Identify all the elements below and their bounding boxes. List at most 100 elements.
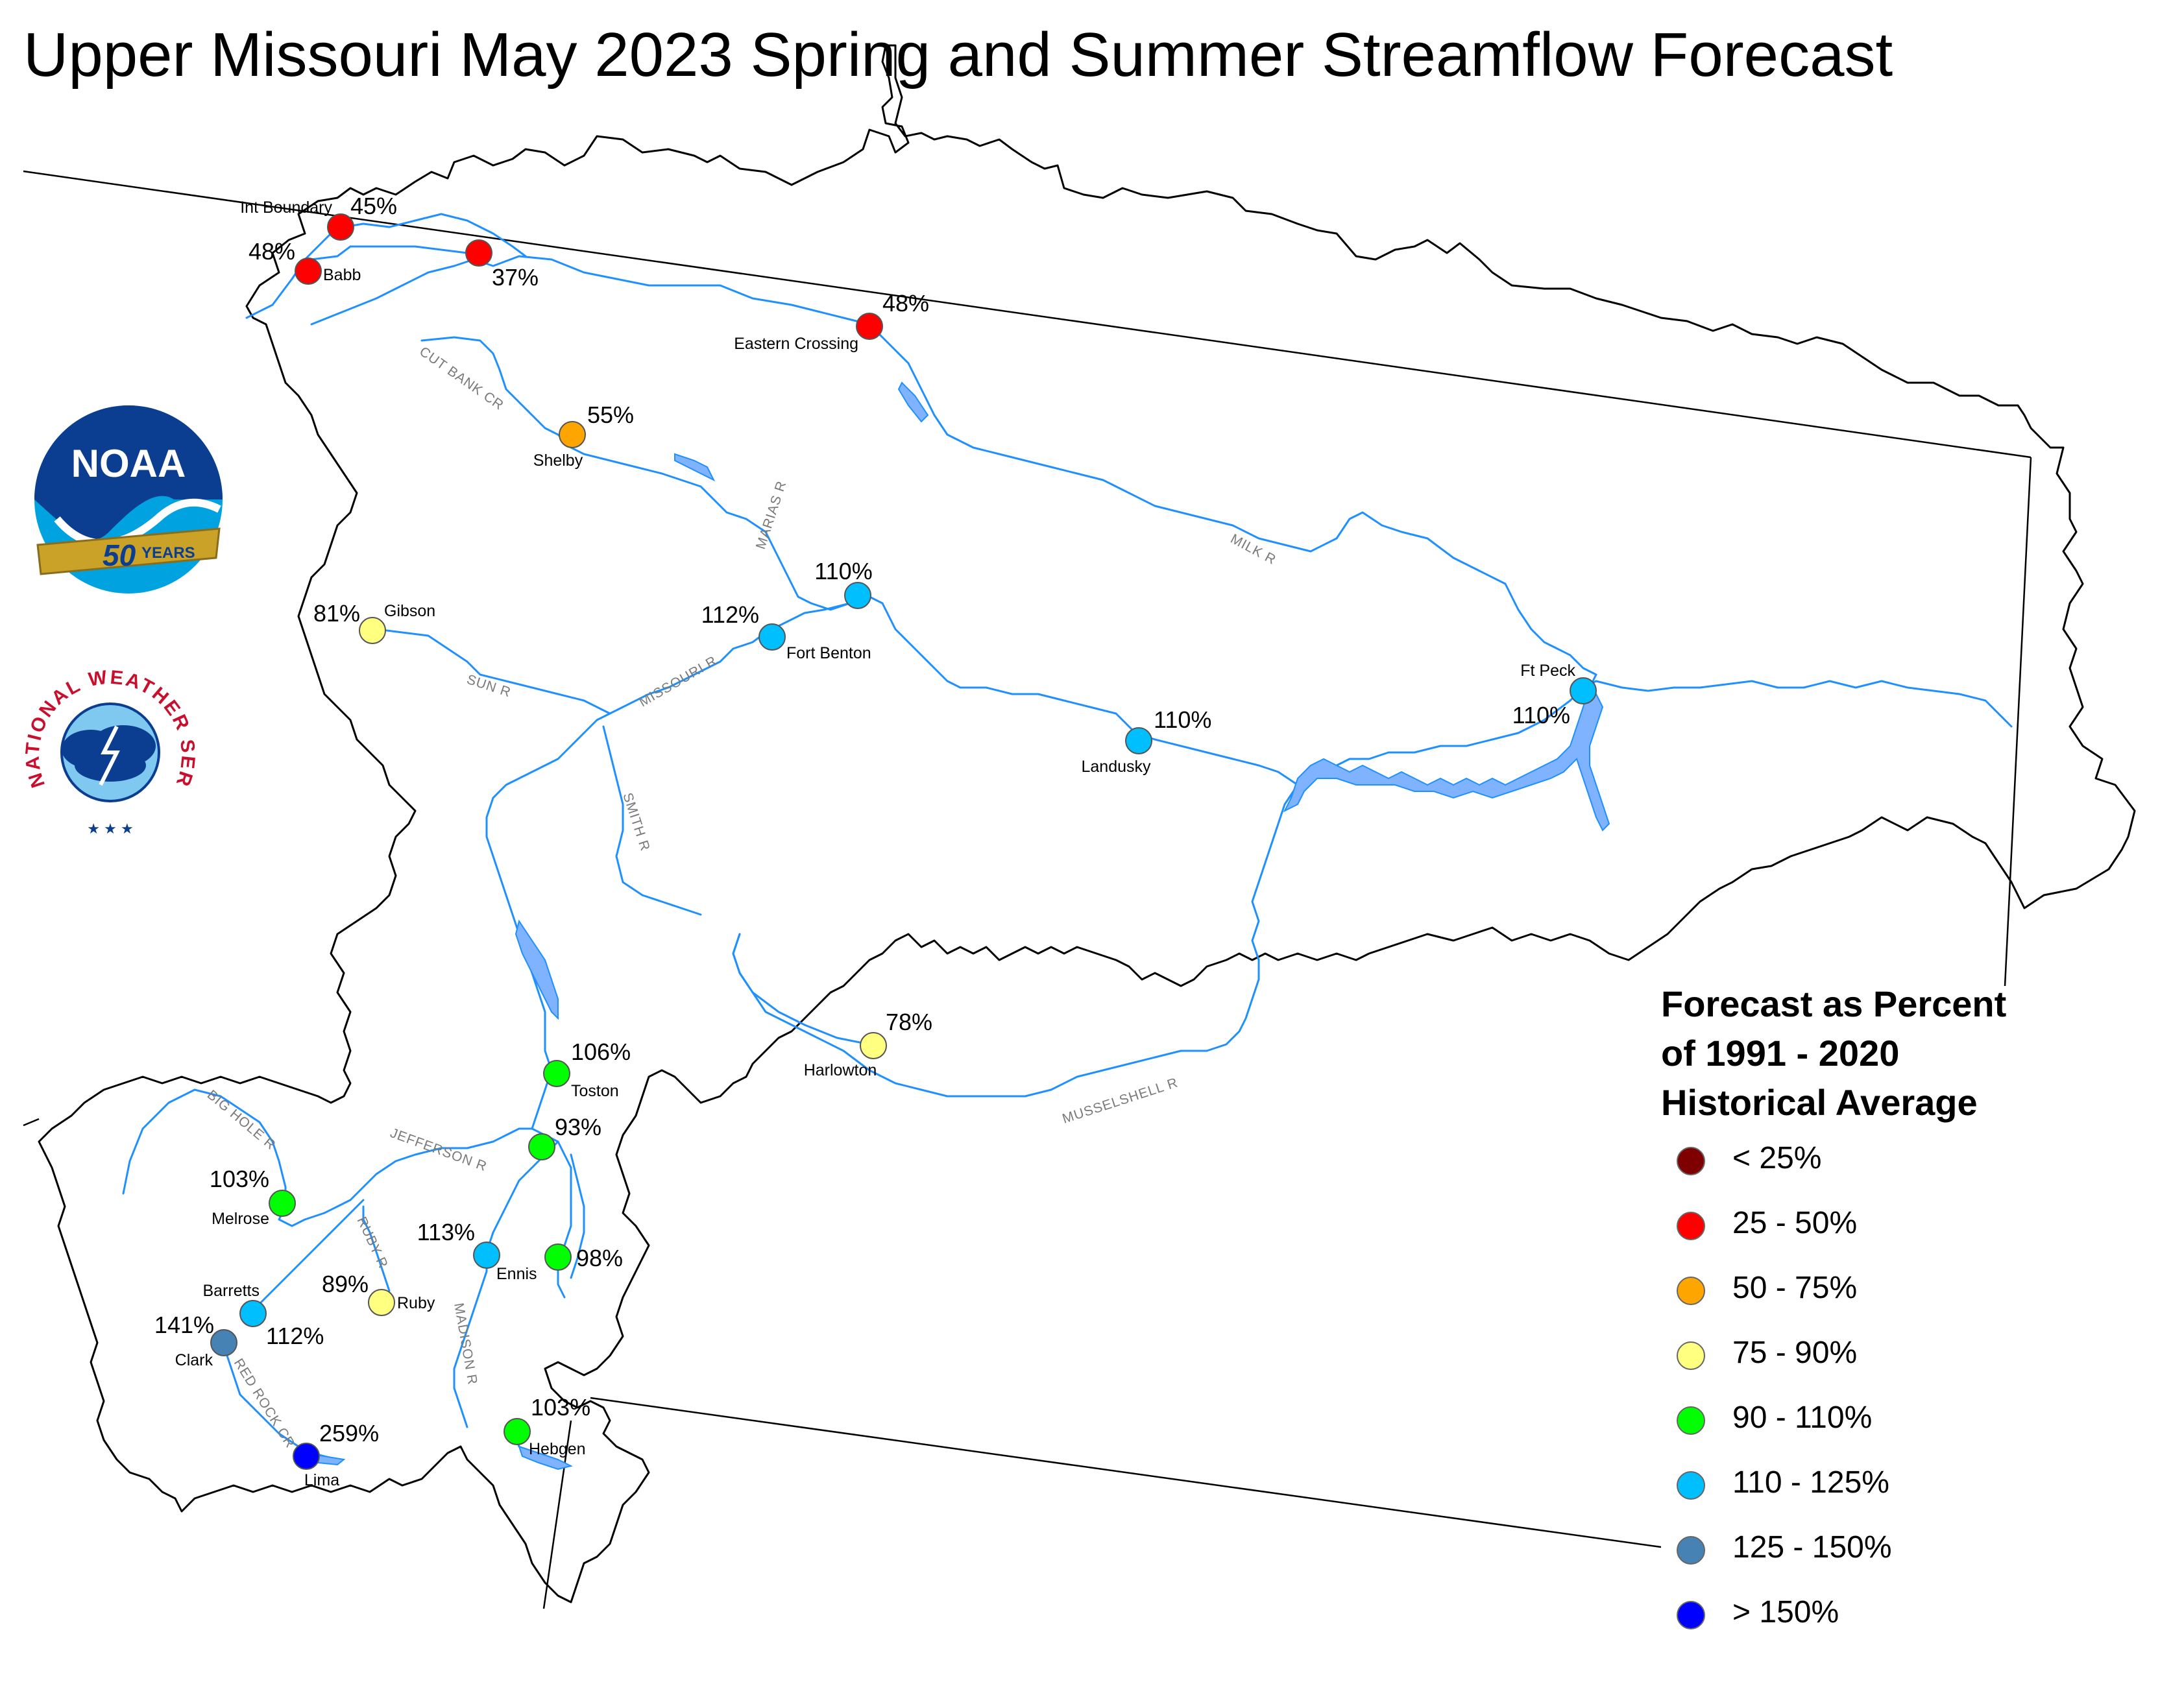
site-percent-label: 103% (531, 1394, 590, 1421)
site-dot (504, 1418, 531, 1445)
site-marker: Barretts 112% (202, 1282, 324, 1349)
site-dot (1125, 727, 1152, 754)
site-dot (239, 1300, 267, 1327)
legend-swatch (1677, 1536, 1705, 1565)
idaho-line (542, 1420, 572, 1609)
river-ruby (362, 1205, 391, 1292)
legend: Forecast as Percent of 1991 - 2020 Histo… (1661, 979, 2167, 1646)
site-marker: Toston 106% (543, 1039, 631, 1100)
site-marker: 98% (544, 1243, 623, 1271)
site-percent-label: 78% (886, 1009, 932, 1035)
site-dot (359, 617, 386, 644)
site-percent-label: 81% (313, 600, 360, 627)
river-missouri-main (732, 589, 1299, 1098)
legend-swatch (1677, 1341, 1705, 1370)
river-big-hole (122, 1088, 352, 1227)
site-name-label: Lima (304, 1471, 339, 1489)
river-label-marias: MARIAS R (753, 479, 790, 551)
site-name-label: Harlowton (804, 1061, 877, 1079)
legend-swatch (1677, 1277, 1705, 1305)
rivers (122, 213, 2013, 1467)
river-beaverhead (258, 1199, 365, 1305)
legend-title: Forecast as Percent of 1991 - 2020 Histo… (1661, 979, 2167, 1127)
site-name-label: Eastern Crossing (734, 335, 858, 353)
site-dot (1570, 677, 1597, 704)
site-dot (210, 1329, 237, 1356)
legend-swatch (1677, 1212, 1705, 1240)
map-title: Upper Missouri May 2023 Spring and Summe… (23, 20, 1893, 90)
river-cut-bank (420, 336, 858, 611)
site-percent-label: 55% (587, 402, 634, 428)
site-marker: Babb 48% (249, 238, 361, 285)
legend-item: 25 - 50% (1661, 1192, 2167, 1257)
site-marker: Gibson 81% (313, 600, 435, 644)
legend-label: 50 - 75% (1732, 1271, 1858, 1305)
site-marker: Shelby 55% (533, 402, 634, 470)
site-dot (368, 1289, 395, 1316)
noaa-banner-number: 50 (103, 538, 136, 572)
noaa-banner-suffix: YEARS (141, 544, 195, 562)
site-percent-label: 113% (417, 1219, 475, 1245)
site-dot (844, 582, 871, 609)
site-marker: Landusky 110% (1081, 706, 1211, 776)
south-state-line (590, 1397, 1662, 1548)
noaa-logo-text: NOAA (71, 442, 186, 485)
site-name-label: Ft Peck (1520, 662, 1575, 680)
legend-label: > 150% (1732, 1595, 1839, 1629)
site-percent-label: 110% (1512, 702, 1570, 728)
east-state-line (2004, 457, 2032, 987)
site-marker: 37% (465, 239, 539, 291)
site-name-label: Fort Benton (786, 644, 871, 662)
legend-item: 75 - 90% (1661, 1322, 2167, 1387)
site-percent-label: 110% (814, 558, 872, 584)
river-st-mary (245, 213, 527, 319)
river-label-big-hole: BIG HOLE R (204, 1087, 279, 1153)
site-percent-label: 93% (555, 1114, 601, 1140)
site-dot (543, 1060, 570, 1087)
reservoirs (304, 381, 1610, 1471)
site-marker: Fort Benton 112% (701, 601, 871, 662)
site-percent-label: 48% (882, 290, 929, 317)
site-dot (860, 1032, 887, 1059)
legend-item: 90 - 110% (1661, 1387, 2167, 1452)
site-dot (559, 421, 586, 448)
legend-label: 75 - 90% (1732, 1336, 1858, 1370)
site-name-label: Landusky (1081, 758, 1151, 776)
site-percent-label: 37% (492, 264, 539, 291)
river-label-milk: MILK R (1228, 531, 1279, 568)
legend-title-line-2: of 1991 - 2020 (1661, 1033, 1900, 1074)
state-boundaries (23, 170, 2032, 1609)
site-dot (295, 258, 322, 285)
legend-swatch (1677, 1147, 1705, 1175)
river-musselshell-west (732, 933, 871, 1046)
canada-border-line (23, 170, 2032, 459)
legend-title-line-1: Forecast as Percent (1661, 983, 2007, 1024)
site-dot (465, 239, 492, 267)
forecast-sites: Int Boundary 45% Babb 48% 37% Eastern Crossin… (154, 193, 1597, 1489)
site-percent-label: 112% (701, 601, 759, 628)
canyon-ferry-lake (515, 919, 559, 1020)
legend-item: < 25% (1661, 1127, 2167, 1192)
nws-logo-stars: ★ ★ ★ (87, 821, 133, 837)
site-name-label: Babb (323, 266, 361, 284)
site-dot (856, 313, 883, 340)
site-dot (758, 623, 786, 651)
site-marker: 110% (814, 558, 873, 609)
site-marker: Clark 141% (154, 1312, 237, 1369)
river-label-ruby: RUBY R (354, 1214, 391, 1271)
site-dot (293, 1443, 320, 1470)
site-percent-label: 103% (210, 1166, 269, 1192)
site-marker: Lima 259% (293, 1420, 379, 1489)
legend-item: 50 - 75% (1661, 1257, 2167, 1322)
site-marker: Hebgen 103% (504, 1394, 590, 1458)
river-label-musselshell: MUSSELSHELL R (1060, 1075, 1180, 1126)
site-marker: Ft Peck 110% (1512, 662, 1597, 728)
legend-label: 90 - 110% (1732, 1400, 1873, 1435)
site-dot (269, 1190, 296, 1217)
site-name-label: Int Boundary (240, 198, 332, 217)
site-marker: 93% (528, 1114, 601, 1160)
site-percent-label: 89% (322, 1271, 369, 1297)
site-percent-label: 106% (571, 1039, 631, 1065)
river-label-missouri: MISSOURI R (637, 653, 720, 710)
